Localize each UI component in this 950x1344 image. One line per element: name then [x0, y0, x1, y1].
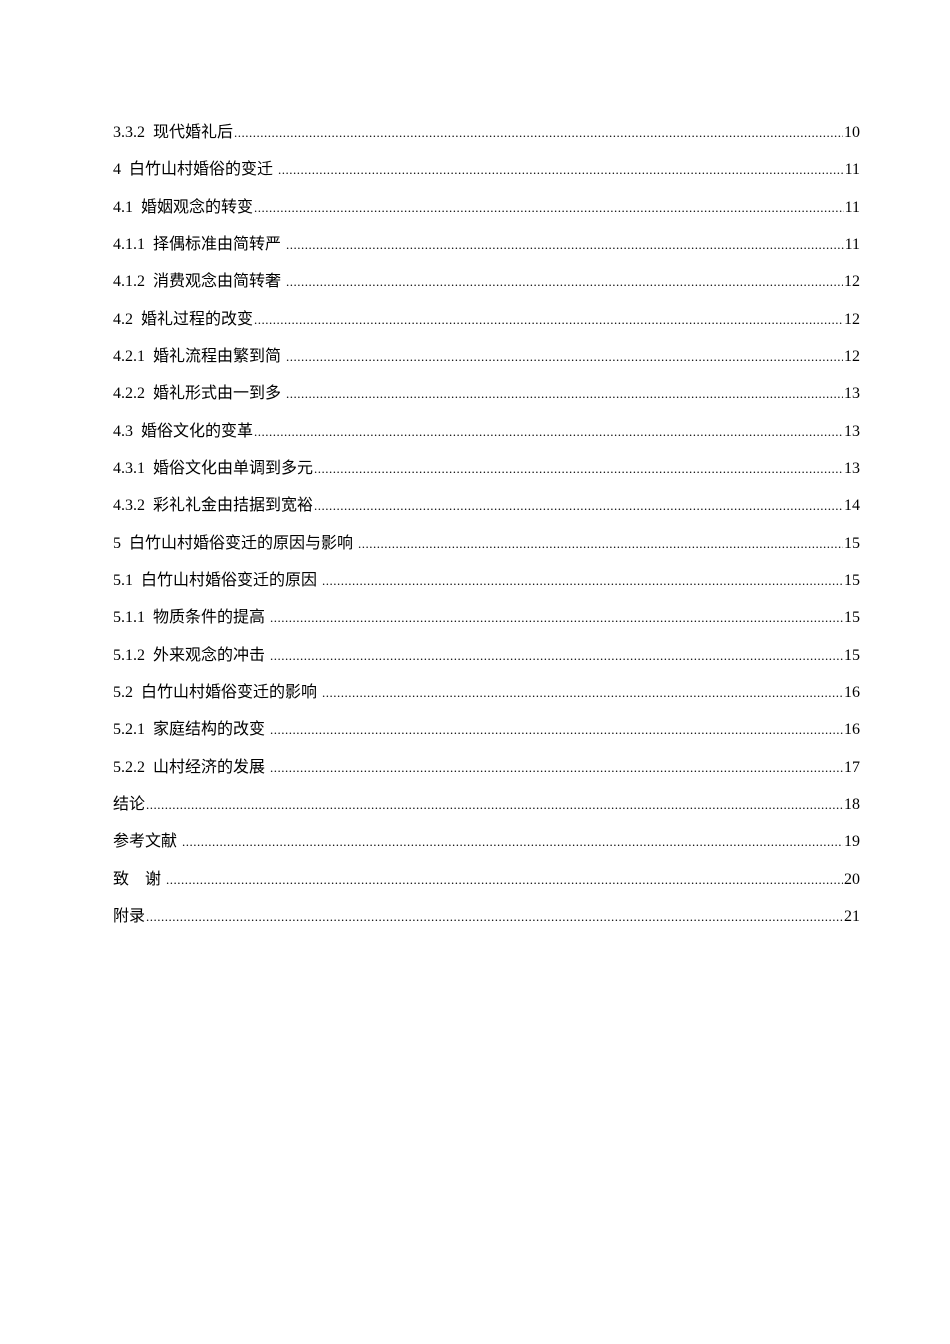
toc-entry-title: 结论: [113, 795, 146, 813]
toc-entry[interactable]: 4.3.1 婚俗文化由单调到多元 13: [113, 450, 860, 487]
dot-leader: [270, 599, 843, 636]
toc-entry-page: 11: [844, 198, 860, 216]
toc-entry[interactable]: 5.2.2 山村经济的发展 17: [113, 749, 860, 786]
dot-leader: [234, 114, 843, 151]
toc-entry-title: 4.2.2 婚礼形式由一到多: [113, 385, 286, 403]
toc-entry-title: 4.3 婚俗文化的变革: [113, 422, 254, 440]
toc-entry[interactable]: 参考文献 19: [113, 823, 860, 860]
toc-entry-title: 4.3.1 婚俗文化由单调到多元: [113, 459, 314, 477]
dot-leader: [146, 898, 843, 935]
toc-entry[interactable]: 附录 21: [113, 898, 860, 935]
dot-leader: [270, 637, 843, 674]
toc-entry-title: 附录: [113, 907, 146, 925]
toc-entry-title: 5.1.2 外来观念的冲击: [113, 646, 270, 664]
dot-leader: [358, 525, 843, 562]
toc-entry-page: 21: [844, 907, 860, 925]
toc-entry-title: 4.2 婚礼过程的改变: [113, 310, 254, 328]
toc-entry-page: 16: [844, 721, 860, 739]
toc-entry[interactable]: 4.3.2 彩礼礼金由拮据到宽裕 14: [113, 487, 860, 524]
toc-entry-page: 16: [844, 683, 860, 701]
toc-entry[interactable]: 4.1 婚姻观念的转变 11: [113, 189, 860, 226]
toc-entry-page: 15: [844, 646, 860, 664]
toc-entry-page: 12: [844, 273, 860, 291]
dot-leader: [322, 562, 843, 599]
dot-leader: [270, 749, 843, 786]
toc-entry-title: 4.1.1 择偶标准由简转严: [113, 235, 286, 253]
dot-leader: [286, 338, 843, 375]
dot-leader: [278, 151, 844, 188]
toc-entry[interactable]: 5.2.1 家庭结构的改变 16: [113, 711, 860, 748]
dot-leader: [286, 263, 843, 300]
toc-entry-page: 13: [844, 385, 860, 403]
dot-leader: [182, 823, 843, 860]
dot-leader: [314, 450, 843, 487]
dot-leader: [270, 711, 843, 748]
toc-entry-title: 4.1 婚姻观念的转变: [113, 198, 254, 216]
toc-entry-page: 10: [844, 124, 860, 141]
toc-entry-page: 15: [844, 571, 860, 589]
toc-entry-page: 15: [844, 609, 860, 627]
toc-entry-title: 5.1.1 物质条件的提高: [113, 609, 270, 627]
toc-entry-page: 12: [844, 310, 860, 328]
toc-entry[interactable]: 4.2.1 婚礼流程由繁到简 12: [113, 338, 860, 375]
toc-entry-page: 13: [844, 422, 860, 440]
toc-entry[interactable]: 致 谢 20: [113, 861, 860, 898]
toc-entry-page: 12: [844, 347, 860, 365]
toc-entry-page: 11: [844, 161, 860, 179]
dot-leader: [254, 301, 843, 338]
toc-entry-title: 3.3.2 现代婚礼后: [113, 124, 234, 141]
toc-entry[interactable]: 4.2.2 婚礼形式由一到多 13: [113, 375, 860, 412]
toc-entry-page: 18: [844, 795, 860, 813]
toc-entry-title: 4 白竹山村婚俗的变迁: [113, 161, 278, 179]
toc-entry-title: 5.1 白竹山村婚俗变迁的原因: [113, 571, 322, 589]
toc-entry-title: 4.3.2 彩礼礼金由拮据到宽裕: [113, 497, 314, 515]
toc-entry[interactable]: 5.1 白竹山村婚俗变迁的原因 15: [113, 562, 860, 599]
toc-entry[interactable]: 结论 18: [113, 786, 860, 823]
toc-entry[interactable]: 4.3 婚俗文化的变革 13: [113, 413, 860, 450]
dot-leader: [286, 226, 844, 263]
table-of-contents: 3.3.2 现代婚礼后 10 4 白竹山村婚俗的变迁 11 4.1 婚姻观念的转变 11…: [113, 114, 860, 935]
toc-entry-title: 5.2 白竹山村婚俗变迁的影响: [113, 683, 322, 701]
toc-entry-page: 15: [844, 534, 860, 552]
toc-entry-title: 5.2.2 山村经济的发展: [113, 758, 270, 776]
toc-entry-title: 参考文献: [113, 833, 182, 851]
toc-entry-title: 5 白竹山村婚俗变迁的原因与影响: [113, 534, 358, 552]
dot-leader: [286, 375, 843, 412]
toc-entry-title: 4.2.1 婚礼流程由繁到简: [113, 347, 286, 365]
dot-leader: [322, 674, 843, 711]
toc-entry[interactable]: 5.1.1 物质条件的提高 15: [113, 599, 860, 636]
dot-leader: [254, 413, 843, 450]
toc-entry[interactable]: 5 白竹山村婚俗变迁的原因与影响 15: [113, 525, 860, 562]
toc-entry-title: 4.1.2 消费观念由简转奢: [113, 273, 286, 291]
dot-leader: [314, 487, 843, 524]
toc-entry-page: 20: [844, 870, 860, 888]
toc-entry-page: 19: [844, 833, 860, 851]
toc-entry[interactable]: 4.1.1 择偶标准由简转严 11: [113, 226, 860, 263]
toc-entry[interactable]: 5.1.2 外来观念的冲击 15: [113, 637, 860, 674]
toc-entry-page: 17: [844, 758, 860, 776]
toc-entry-page: 14: [844, 497, 860, 515]
dot-leader: [254, 189, 844, 226]
dot-leader: [166, 861, 843, 898]
toc-entry[interactable]: 4.1.2 消费观念由简转奢 12: [113, 263, 860, 300]
toc-entry-title: 致 谢: [113, 870, 166, 888]
toc-entry[interactable]: 5.2 白竹山村婚俗变迁的影响 16: [113, 674, 860, 711]
toc-entry-title: 5.2.1 家庭结构的改变: [113, 721, 270, 739]
toc-entry-page: 11: [844, 235, 860, 253]
toc-entry[interactable]: 4 白竹山村婚俗的变迁 11: [113, 151, 860, 188]
toc-entry[interactable]: 4.2 婚礼过程的改变 12: [113, 301, 860, 338]
toc-entry[interactable]: 3.3.2 现代婚礼后 10: [113, 114, 860, 151]
dot-leader: [146, 786, 843, 823]
toc-entry-page: 13: [844, 459, 860, 477]
